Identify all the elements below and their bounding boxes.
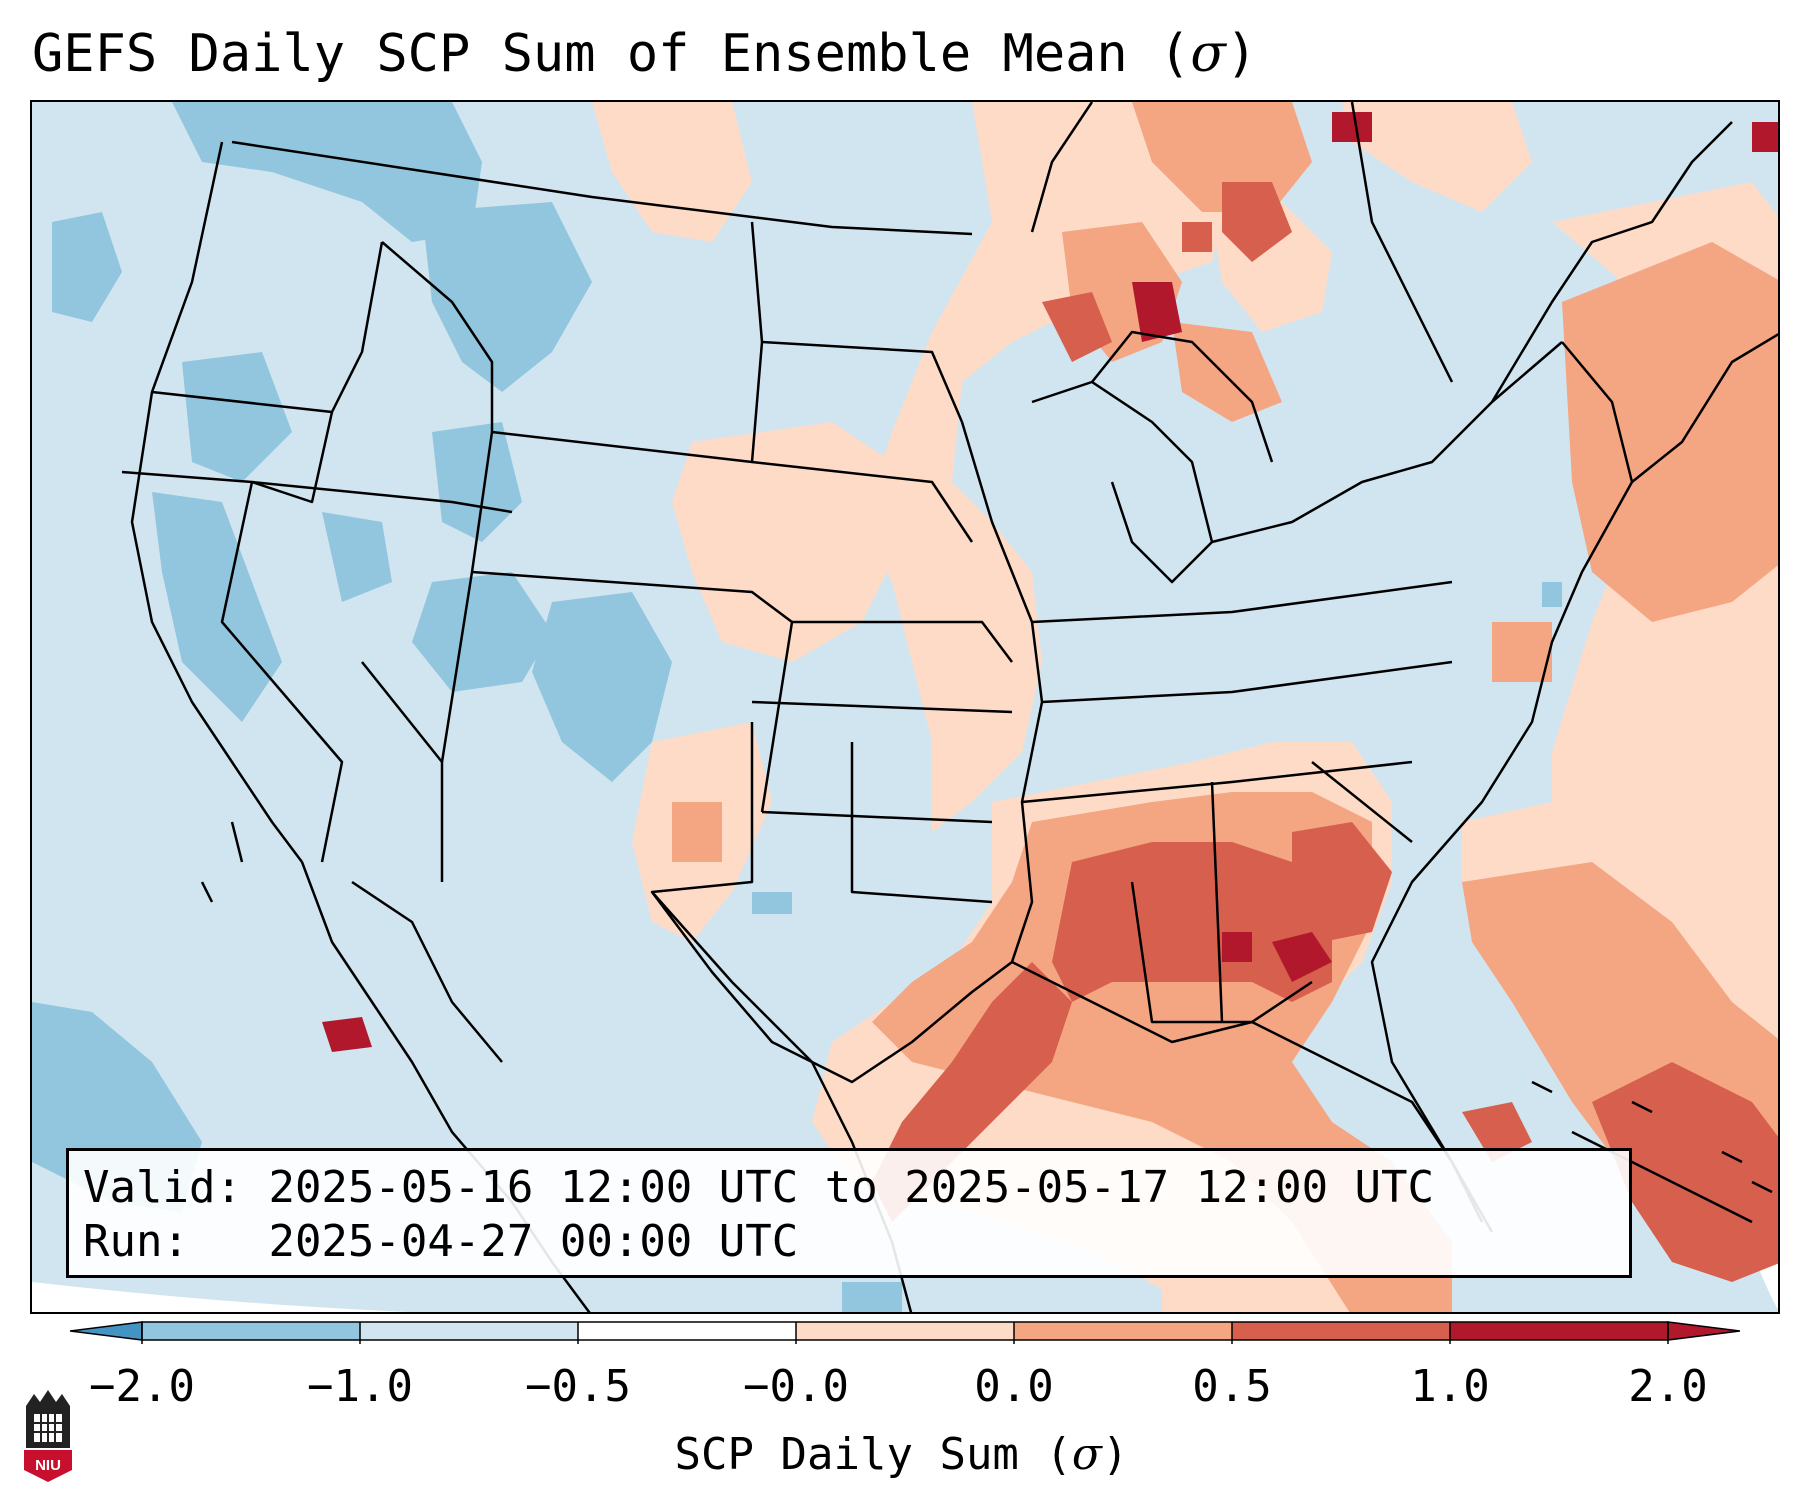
colorbar-tick-label: 2.0	[1628, 1361, 1708, 1412]
niu-logo-shield	[24, 1450, 72, 1482]
run-value: 2025-04-27 00:00 UTC	[268, 1216, 799, 1267]
colorbar	[70, 1321, 1740, 1344]
colorbar-extend-high	[1667, 1321, 1740, 1341]
colorbar-segment	[360, 1322, 578, 1340]
colorbar-tick-label: 1.0	[1410, 1361, 1490, 1412]
niu-logo: NIU	[24, 1390, 72, 1482]
colorbar-segment	[578, 1322, 796, 1340]
chart-title: GEFS Daily SCP Sum of Ensemble Mean (σ)	[32, 24, 1258, 84]
scp-map	[32, 102, 1778, 1312]
colorbar-segment	[1232, 1322, 1450, 1340]
state-boundaries	[121, 102, 1778, 1312]
colorbar-tick-label: 0.0	[974, 1361, 1054, 1412]
map-panel	[30, 100, 1780, 1314]
projection-edge-left	[32, 1282, 410, 1312]
colorbar-segment	[796, 1322, 1014, 1340]
colorbar-extend-low	[70, 1321, 143, 1341]
valid-label: Valid:	[83, 1162, 242, 1213]
negative-anomaly-areas	[32, 102, 1562, 1312]
strong-positive-areas	[872, 182, 1778, 1282]
colorbar-tick-label: −2.0	[89, 1361, 195, 1412]
colorbar-label: SCP Daily Sum (σ)	[674, 1429, 1129, 1480]
validity-info-box: Valid: 2025-05-16 12:00 UTC to 2025-05-1…	[66, 1148, 1632, 1278]
colorbar-tick-label: −0.0	[743, 1361, 849, 1412]
colorbar-tick-label: −1.0	[307, 1361, 413, 1412]
colorbar-segment	[142, 1322, 360, 1340]
colorbar-segment	[1014, 1322, 1232, 1340]
valid-value: 2025-05-16 12:00 UTC to 2025-05-17 12:00…	[268, 1162, 1435, 1213]
svg-text:NIU: NIU	[35, 1457, 61, 1474]
run-label: Run:	[83, 1216, 189, 1267]
colorbar-tick-label: −0.5	[525, 1361, 631, 1412]
colorbar-tick-label: 0.5	[1192, 1361, 1272, 1412]
colorbar-segment	[1450, 1322, 1668, 1340]
extreme-positive-areas	[322, 112, 1778, 1052]
